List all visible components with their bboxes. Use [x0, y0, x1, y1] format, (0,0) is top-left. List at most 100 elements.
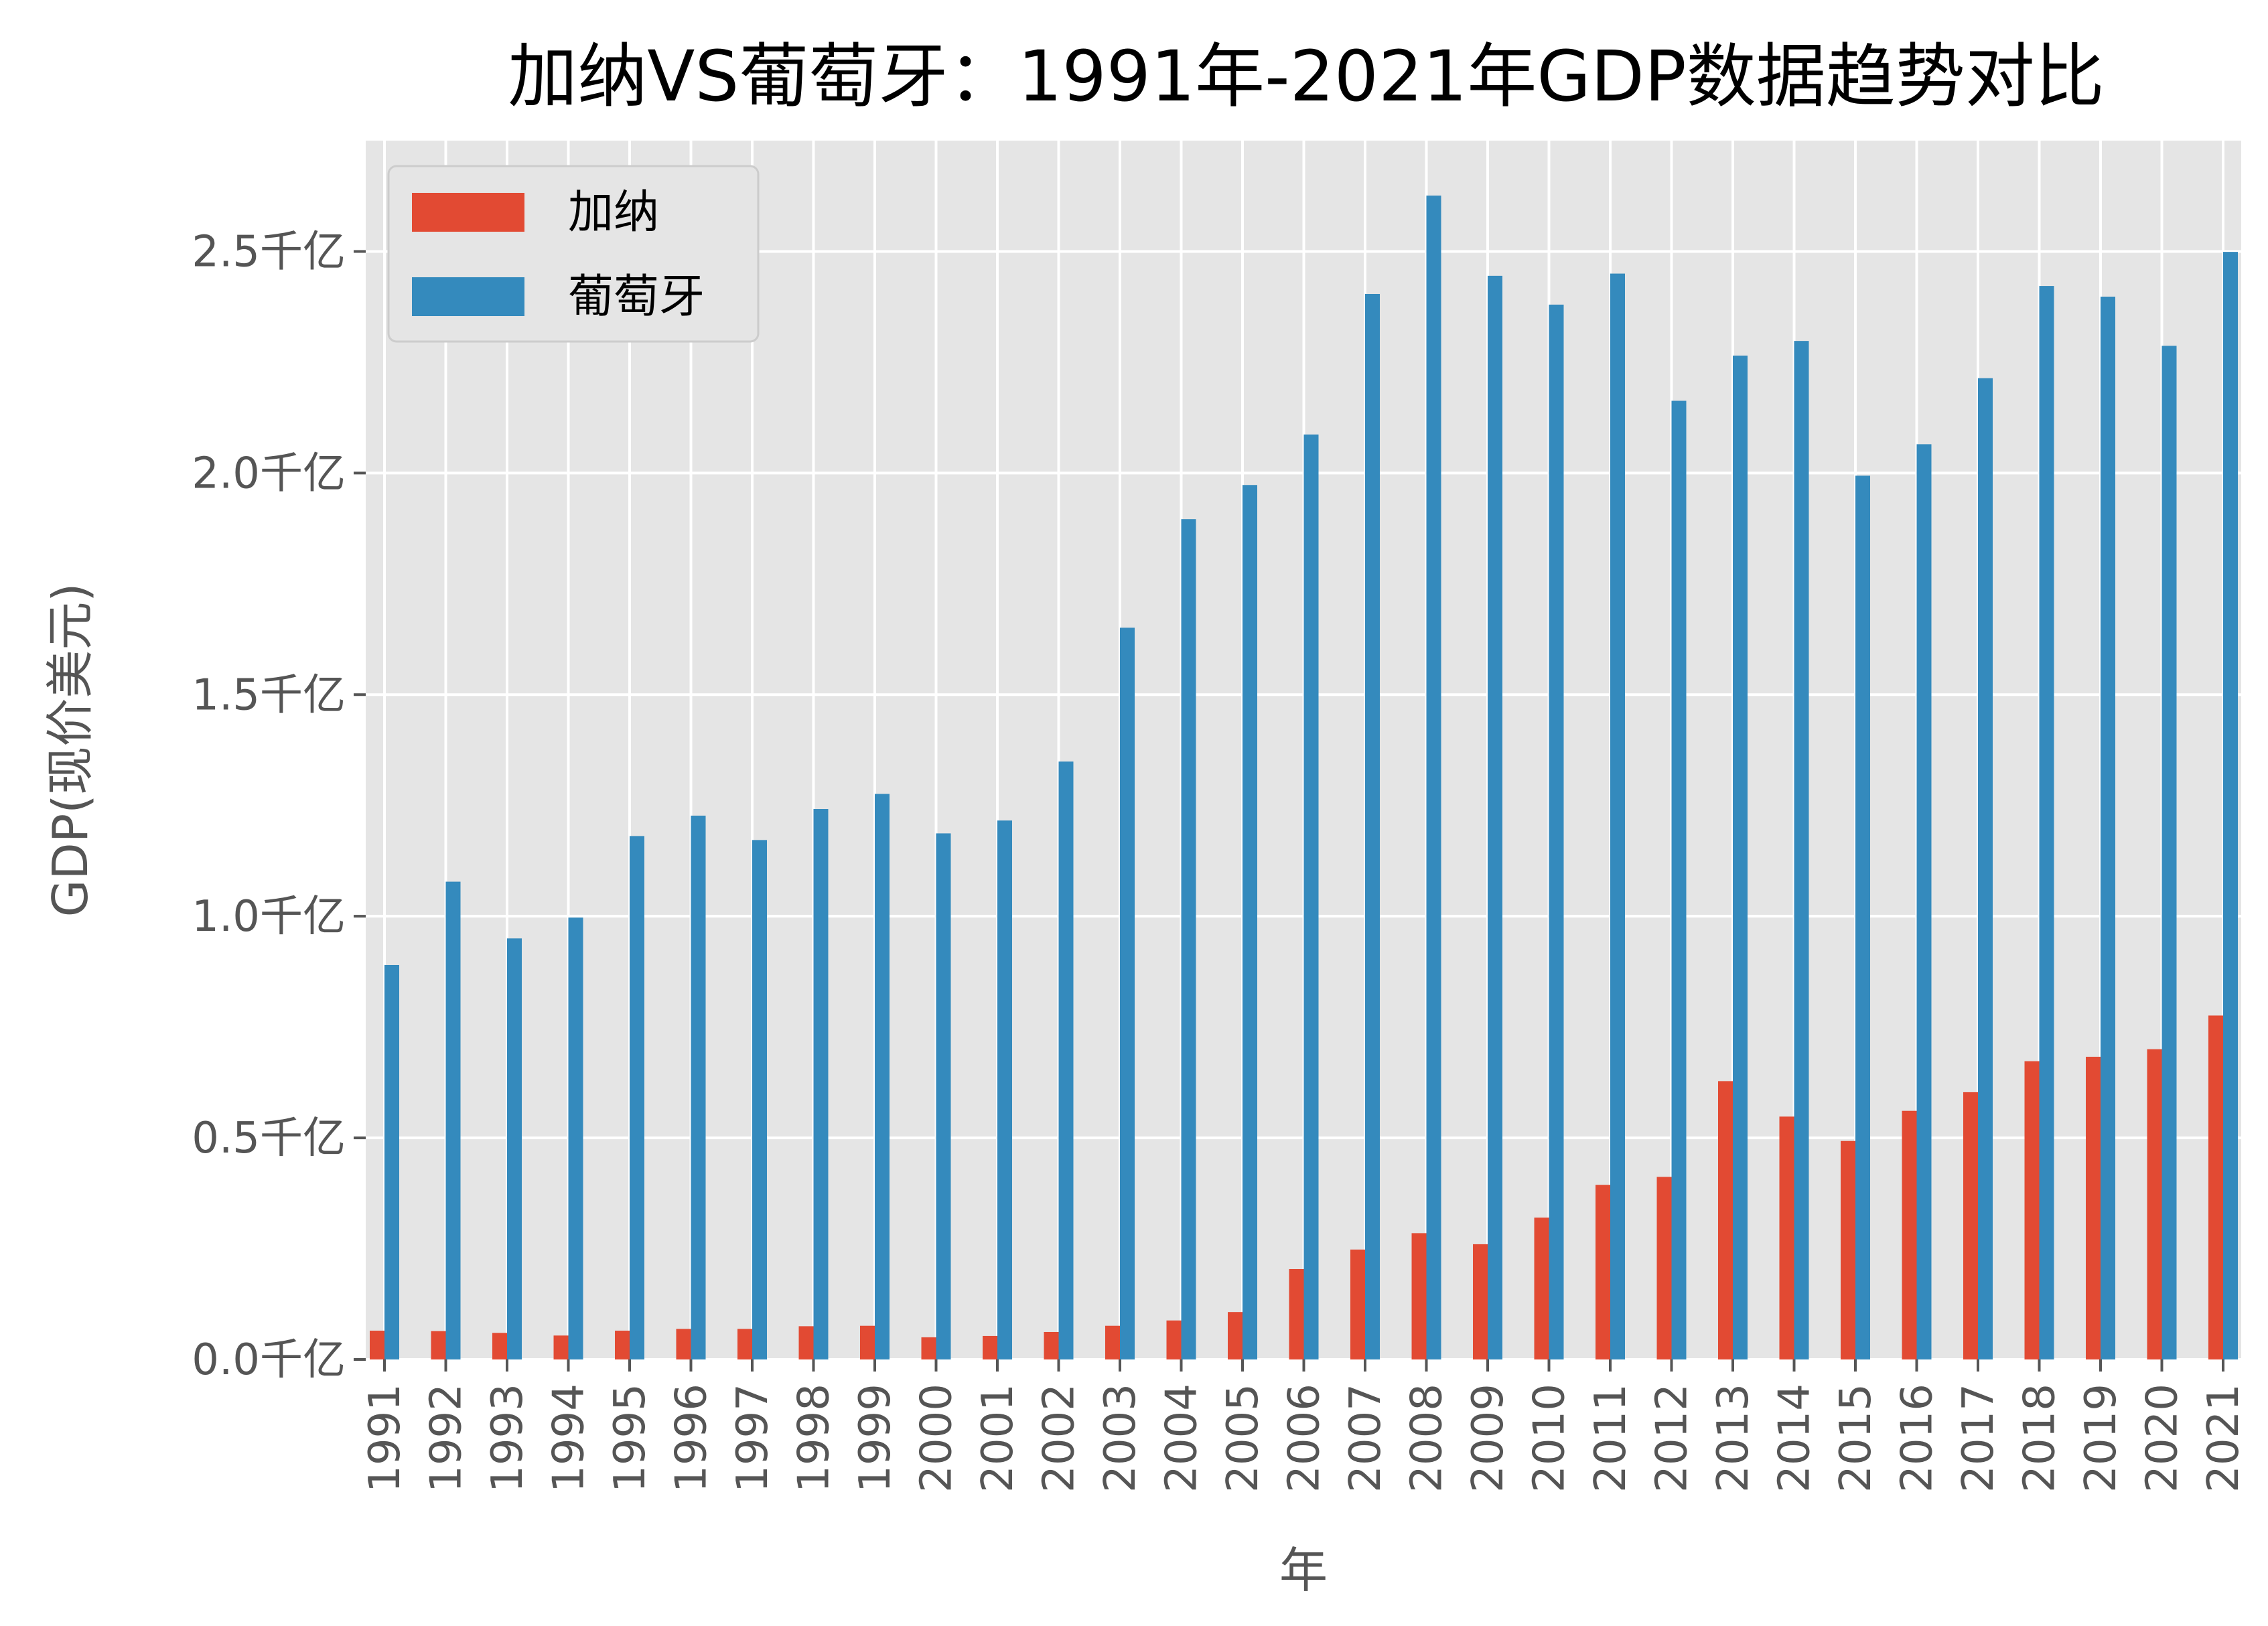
x-tick-label: 2011 — [1586, 1384, 1636, 1493]
bar-ghana — [2024, 1061, 2040, 1359]
bar-portugal — [1426, 196, 1441, 1360]
legend-label-ghana: 加纳 — [568, 186, 659, 239]
bar-ghana — [1596, 1185, 1610, 1359]
bar-ghana — [1963, 1092, 1978, 1359]
x-tick-label: 2005 — [1218, 1384, 1268, 1493]
bar-ghana — [676, 1329, 691, 1359]
bar-portugal — [1733, 355, 1748, 1359]
x-tick-label: 2009 — [1464, 1384, 1513, 1493]
x-tick-label: 2002 — [1035, 1384, 1084, 1493]
x-tick-label: 1995 — [606, 1384, 655, 1493]
x-tick-label: 2001 — [973, 1384, 1023, 1493]
x-axis-label: 年 — [1279, 1542, 1328, 1599]
bar-ghana — [1718, 1081, 1733, 1359]
bar-ghana — [492, 1333, 507, 1359]
legend-label-portugal: 葡萄牙 — [568, 271, 705, 323]
bar-ghana — [431, 1331, 446, 1359]
bar-portugal — [1058, 761, 1074, 1359]
y-axis-ticks: 0.0千亿 0.5千亿 1.0千亿 1.5千亿 2.0千亿 2.5千亿 — [192, 227, 366, 1385]
x-tick-label: 1994 — [545, 1384, 594, 1493]
x-tick-label: 2020 — [2138, 1384, 2188, 1493]
x-tick-label: 2016 — [1893, 1384, 1942, 1493]
y-tick-label: 1.5千亿 — [192, 670, 346, 720]
bar-portugal — [875, 794, 890, 1359]
bar-portugal — [1120, 627, 1135, 1360]
bar-ghana — [1841, 1140, 1855, 1359]
legend: 加纳 葡萄牙 — [387, 165, 760, 343]
bar-ghana — [1166, 1320, 1182, 1359]
bar-portugal — [1365, 293, 1380, 1359]
bar-ghana — [615, 1330, 630, 1359]
bar-portugal — [752, 840, 767, 1359]
bar-portugal — [691, 815, 706, 1359]
x-tick-label: 2021 — [2199, 1384, 2249, 1493]
bar-portugal — [1855, 475, 1870, 1360]
x-tick-label: 2004 — [1157, 1384, 1207, 1493]
bars — [370, 196, 2238, 1360]
bar-ghana — [370, 1330, 384, 1359]
bar-portugal — [568, 917, 583, 1359]
bar-ghana — [1228, 1312, 1243, 1359]
bar-ghana — [2208, 1015, 2223, 1359]
x-tick-label: 2012 — [1648, 1384, 1697, 1493]
bar-portugal — [384, 964, 399, 1359]
chart-title: 加纳VS葡萄牙：1991年-2021年GDP数据趋势对比 — [508, 35, 2104, 117]
bar-ghana — [1350, 1249, 1365, 1359]
x-tick-label: 1999 — [851, 1384, 900, 1493]
bar-ghana — [1534, 1217, 1549, 1359]
legend-swatch-portugal — [412, 277, 524, 316]
x-tick-label: 2013 — [1709, 1384, 1758, 1493]
x-tick-label: 2007 — [1341, 1384, 1391, 1493]
bar-portugal — [2039, 286, 2054, 1359]
x-tick-label: 1997 — [728, 1384, 778, 1493]
x-axis-ticks: 1991 1992 1993 1994 1995 1996 1997 1998 1999 2000… — [360, 1359, 2249, 1493]
bar-ghana — [2147, 1049, 2162, 1359]
bar-portugal — [997, 820, 1012, 1359]
bar-portugal — [445, 881, 461, 1359]
bar-ghana — [1656, 1177, 1672, 1359]
bar-ghana — [1411, 1233, 1427, 1359]
bar-portugal — [507, 938, 522, 1359]
bar-ghana — [1105, 1325, 1120, 1359]
bar-ghana — [798, 1326, 814, 1359]
y-tick-label: 2.5千亿 — [192, 227, 346, 277]
x-tick-label: 1993 — [483, 1384, 533, 1493]
bar-ghana — [983, 1335, 997, 1359]
y-axis-label: GDP(现价美元) — [42, 583, 98, 917]
x-tick-label: 2019 — [2076, 1384, 2126, 1493]
x-tick-label: 2017 — [1954, 1384, 2003, 1493]
bar-ghana — [1473, 1244, 1488, 1359]
bar-portugal — [2223, 252, 2238, 1360]
bar-portugal — [1181, 519, 1196, 1359]
x-tick-label: 1991 — [360, 1384, 410, 1493]
bar-portugal — [1488, 275, 1502, 1360]
bar-ghana — [1289, 1268, 1304, 1359]
bar-ghana — [860, 1325, 875, 1359]
x-tick-label: 2010 — [1525, 1384, 1575, 1493]
bar-portugal — [1978, 378, 1993, 1359]
bar-portugal — [2161, 346, 2177, 1359]
y-tick-label: 0.0千亿 — [192, 1335, 346, 1385]
bar-ghana — [1902, 1110, 1917, 1359]
bar-ghana — [1044, 1331, 1059, 1359]
bar-ghana — [737, 1329, 752, 1359]
x-tick-label: 2018 — [2015, 1384, 2065, 1493]
x-tick-label: 2000 — [912, 1384, 962, 1493]
bar-ghana — [921, 1337, 936, 1359]
bar-portugal — [813, 809, 829, 1359]
x-tick-label: 2014 — [1770, 1384, 1820, 1493]
bar-portugal — [936, 833, 951, 1359]
x-tick-label: 2015 — [1831, 1384, 1881, 1493]
bar-ghana — [2086, 1056, 2101, 1359]
x-tick-label: 1992 — [422, 1384, 472, 1493]
y-tick-label: 1.0千亿 — [192, 892, 346, 942]
bar-portugal — [2101, 296, 2115, 1360]
y-tick-label: 2.0千亿 — [192, 449, 346, 498]
legend-swatch-ghana — [412, 193, 524, 232]
bar-portugal — [1794, 341, 1809, 1359]
bar-portugal — [1549, 304, 1564, 1359]
x-tick-label: 1996 — [667, 1384, 717, 1493]
x-tick-label: 2003 — [1096, 1384, 1145, 1493]
bar-ghana — [1779, 1116, 1794, 1359]
